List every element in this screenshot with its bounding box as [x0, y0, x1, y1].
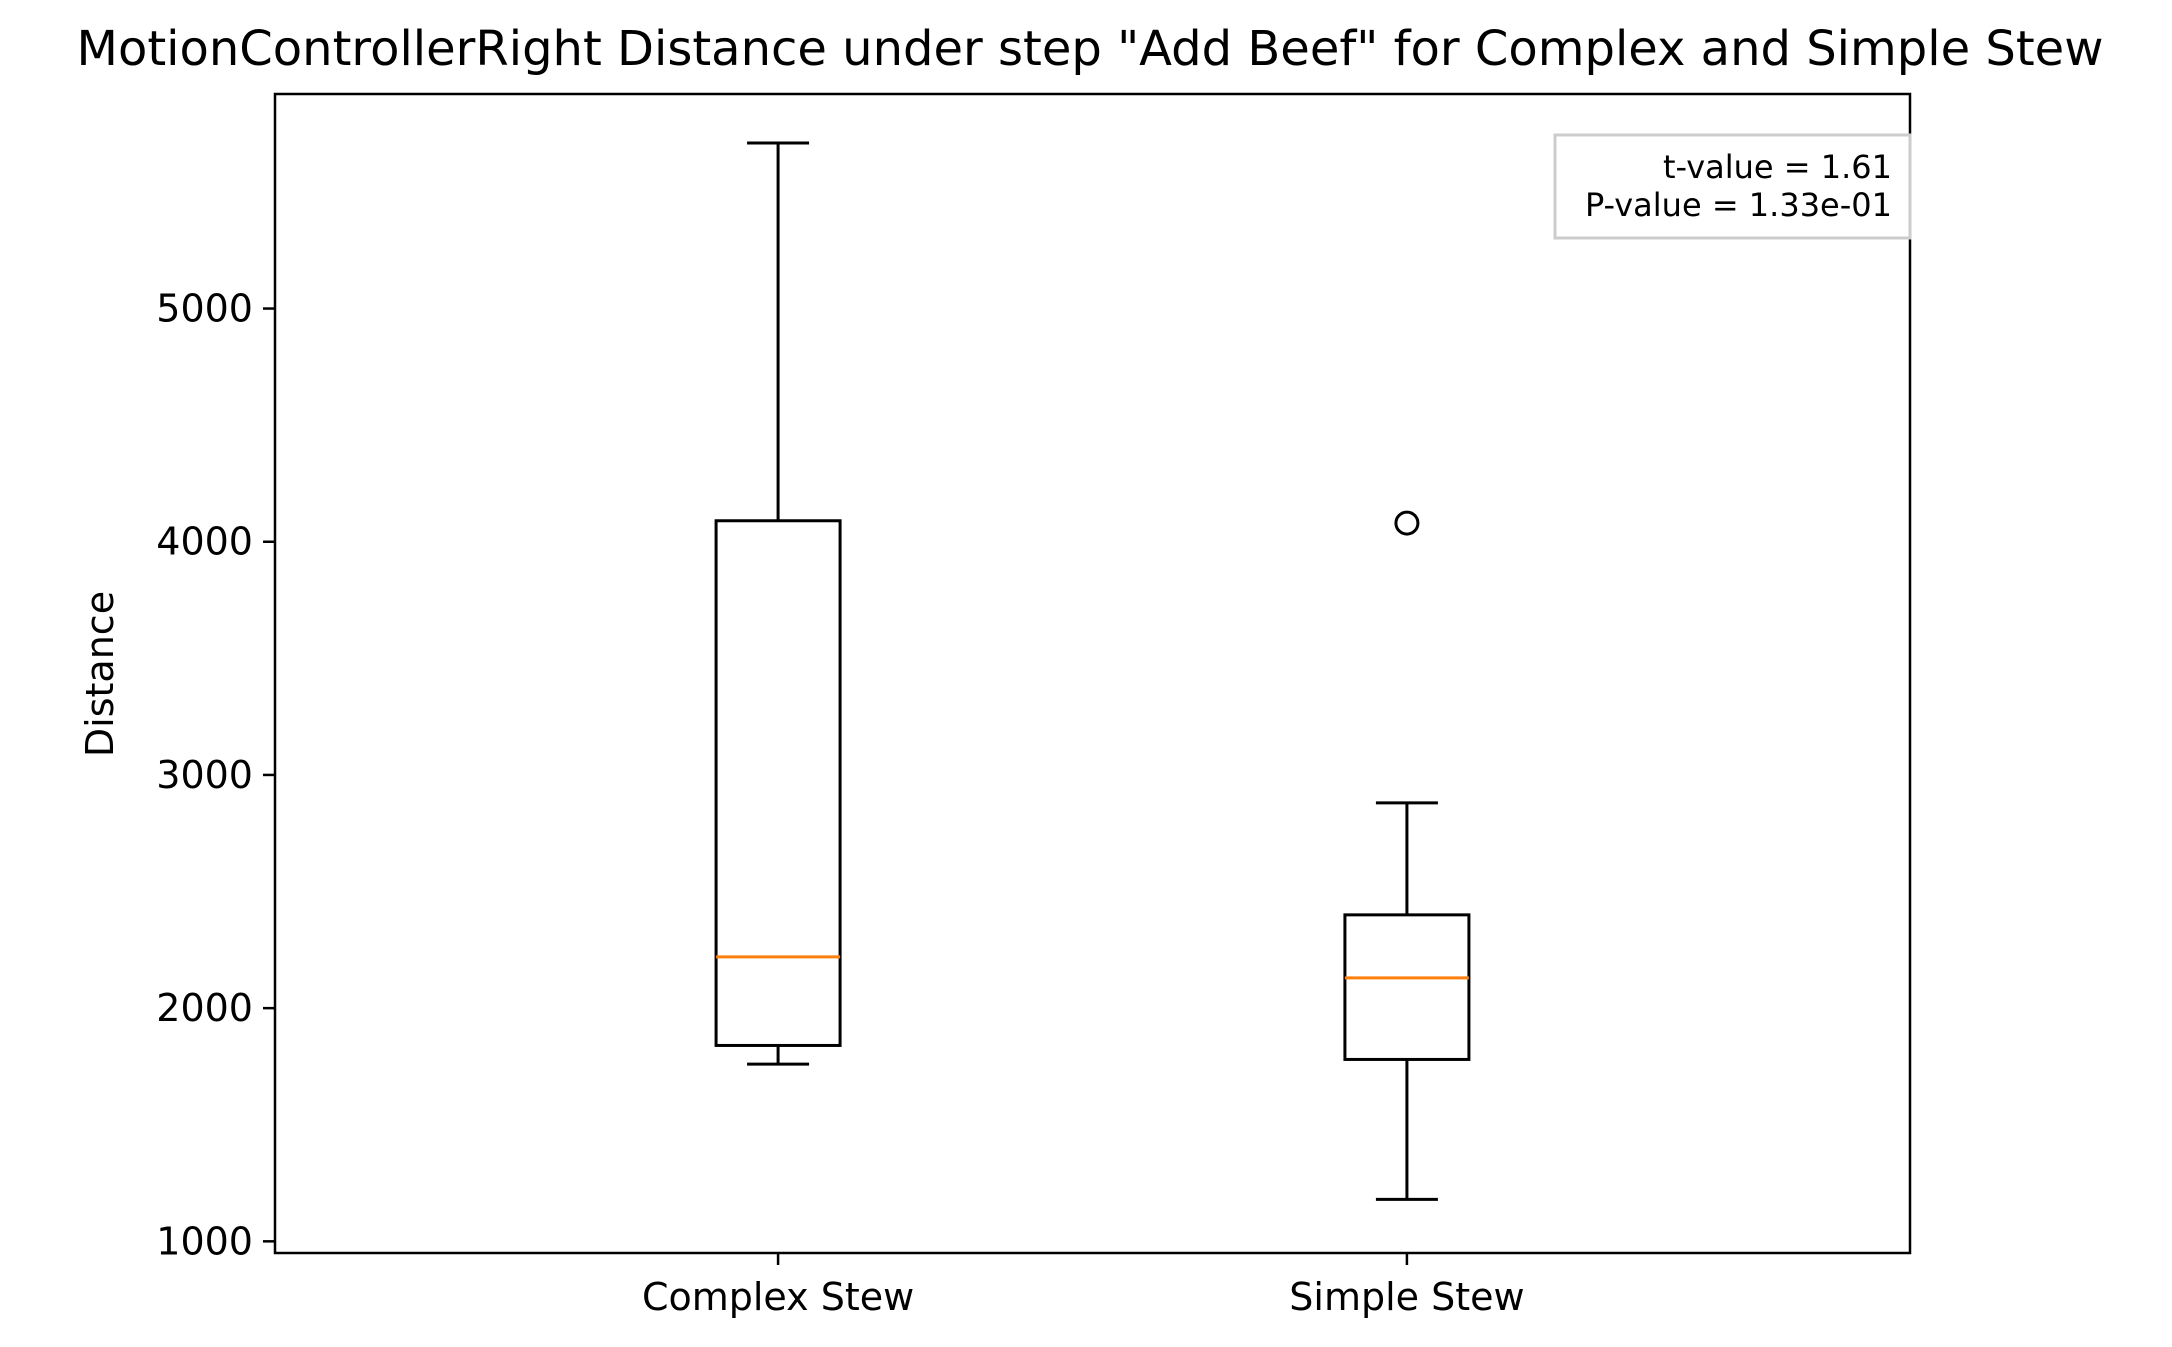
stats-annotation-frame	[1553, 133, 1912, 240]
y-tick-label-4000: 4000	[156, 520, 253, 564]
iqr-box-complex-stew	[714, 519, 842, 1047]
axes-frame	[273, 92, 1912, 1255]
y-tick-label-2000: 2000	[156, 986, 253, 1030]
iqr-box-simple-stew	[1343, 913, 1471, 1061]
y-tick-label-5000: 5000	[156, 287, 253, 331]
plot-area	[714, 141, 1471, 1201]
chart-title: MotionControllerRight Distance under ste…	[77, 21, 2104, 77]
y-tick-label-3000: 3000	[156, 753, 253, 797]
x-tick-label-simple-stew: Simple Stew	[1289, 1275, 1524, 1319]
y-axis: 1000 2000 3000 4000 5000	[156, 287, 275, 1263]
y-axis-label: Distance	[78, 591, 122, 757]
outlier-simple-stew-0	[1394, 510, 1420, 536]
stats-annotation: t-value = 1.61 P-value = 1.33e-01	[1553, 133, 1912, 240]
box-simple-stew	[1343, 510, 1471, 1201]
y-tick-label-1000: 1000	[156, 1219, 253, 1263]
x-axis: Complex Stew Simple Stew	[642, 1253, 1525, 1319]
t-value-label: t-value = 1.61	[1663, 148, 1892, 186]
box-complex-stew	[714, 141, 842, 1066]
x-tick-label-complex-stew: Complex Stew	[642, 1275, 914, 1319]
p-value-label: P-value = 1.33e-01	[1585, 186, 1892, 224]
